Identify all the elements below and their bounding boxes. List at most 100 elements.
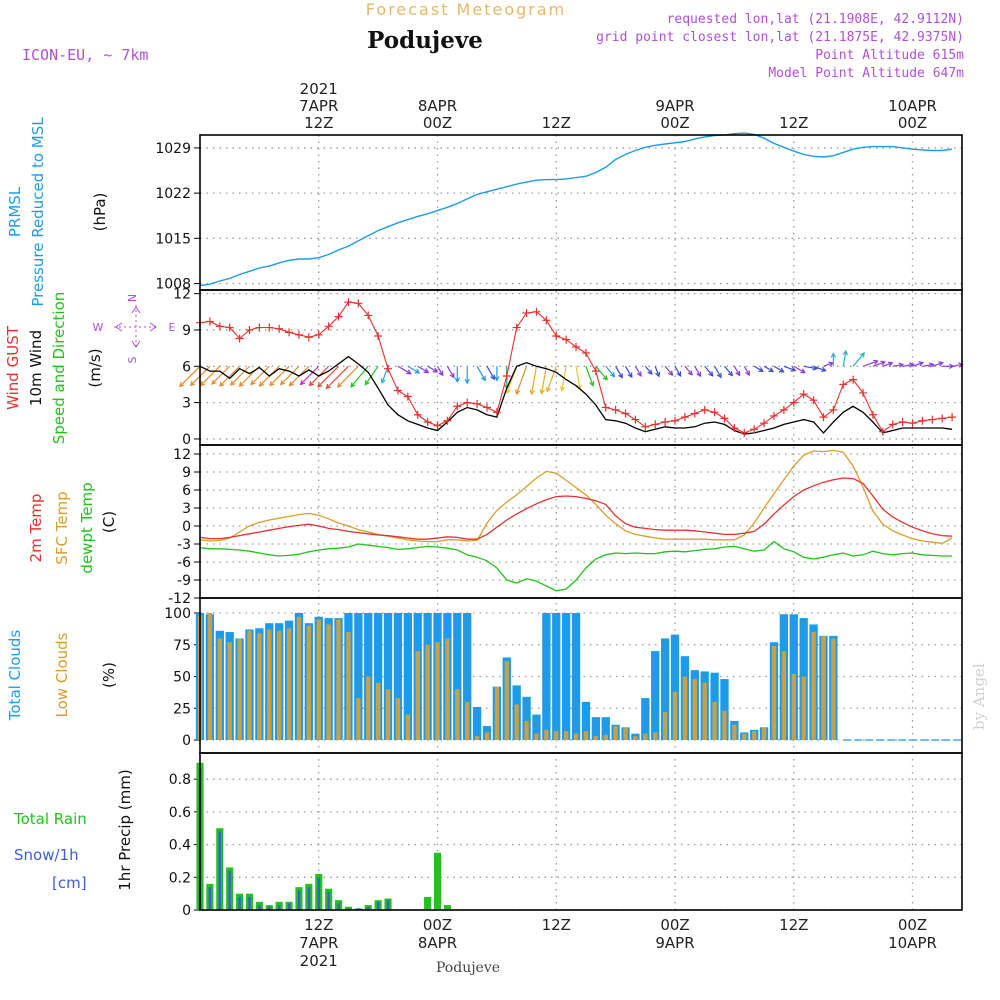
wind-arrow-head: [727, 371, 734, 377]
wind-arrow-shaft: [674, 365, 682, 377]
point-altitude: Point Altitude 615m: [815, 48, 964, 63]
low-cloud-bar: [455, 689, 460, 740]
rain-bar: [433, 852, 442, 910]
wind-arrow-shaft: [476, 365, 486, 381]
low-cloud-bar: [771, 646, 777, 740]
y-tick-label: 1008: [155, 277, 191, 293]
wind-arrow-head: [414, 368, 421, 374]
total-cloud-bar: [463, 613, 472, 740]
wind-arrow: [615, 365, 623, 379]
wind-arrow-head: [918, 361, 925, 367]
low-cloud-bar: [346, 632, 351, 740]
y-tick-label: 9: [182, 323, 191, 339]
wind-arrow-head: [380, 378, 386, 384]
low-cloud-bar: [247, 630, 252, 740]
wind-arrow: [199, 365, 221, 387]
low-cloud-bar: [742, 733, 747, 740]
wind-arrow-shaft: [852, 352, 865, 367]
wind-arrow-head: [687, 370, 693, 376]
snow-bar: [327, 892, 330, 910]
wind-arrow: [545, 366, 557, 393]
gust-marker: [680, 413, 689, 422]
gust-marker: [809, 396, 818, 405]
gust-marker: [205, 317, 214, 326]
total-cloud-bar: [542, 613, 551, 740]
gust-marker: [245, 325, 254, 334]
wind-arrow-shaft: [773, 365, 784, 373]
wind-arrow-shaft: [644, 365, 653, 375]
gust-marker: [275, 324, 284, 333]
cloud-label-low: Low Clouds: [53, 632, 71, 717]
wind-arrow-shaft: [595, 365, 608, 381]
wind-arrow: [529, 366, 538, 396]
total-cloud-bar: [720, 679, 729, 740]
total-cloud-bar: [561, 613, 571, 740]
wind-arrow: [704, 365, 714, 377]
wind-arrow-head: [842, 349, 848, 356]
gust-marker: [542, 316, 551, 325]
y-tick-label: 6: [182, 483, 191, 499]
gust-marker: [750, 425, 759, 434]
wind-arrow: [862, 359, 879, 367]
wind-arrow: [674, 365, 682, 377]
wind-arrow: [932, 361, 944, 367]
wind-arrow-shaft: [763, 365, 774, 372]
snow-bar: [357, 908, 360, 910]
gust-marker: [334, 312, 343, 321]
bottom-time-label: 12Z: [304, 916, 333, 934]
panel-frame: [199, 444, 963, 599]
snow-bar: [317, 877, 320, 910]
wind-arrow: [753, 365, 764, 372]
low-cloud-bar: [326, 624, 331, 740]
snow-bar: [337, 903, 340, 910]
gust-marker: [364, 311, 373, 320]
gust-marker: [562, 335, 571, 344]
wind-arrow-head: [545, 386, 551, 393]
wind-arrow-head: [219, 381, 225, 387]
total-cloud-bar: [651, 651, 660, 740]
total-cloud-bar: [453, 613, 462, 740]
low-cloud-bar: [811, 632, 816, 740]
y-tick-label: 0: [182, 733, 191, 749]
wind-arrow-shaft: [753, 365, 764, 372]
wind-arrow: [842, 349, 848, 367]
total-cloud-bar: [641, 698, 650, 740]
low-cloud-bar: [425, 644, 430, 740]
wind-arrow-shaft: [932, 361, 943, 367]
y-tick-label: -12: [168, 591, 191, 607]
wind-arrow-shaft: [280, 365, 300, 385]
bottom-time-label: 8APR: [418, 934, 457, 952]
location-title: Podujeve: [367, 27, 483, 54]
y-tick-label: -9: [177, 573, 191, 589]
low-cloud-bar: [435, 642, 440, 740]
wind-arrow: [417, 365, 430, 373]
gust-marker: [710, 408, 719, 417]
gust-marker: [631, 415, 640, 424]
wind-arrow-head: [768, 367, 775, 373]
gust-marker: [878, 427, 887, 436]
low-cloud-bar: [613, 726, 618, 740]
pressure-line: [199, 132, 953, 287]
wind-arrow-head: [708, 371, 714, 377]
wind-arrow-shaft: [634, 365, 642, 377]
compass-letter: E: [169, 321, 176, 334]
top-time-label: 00Z: [898, 114, 927, 132]
gust-marker: [413, 410, 422, 419]
total-cloud-bar: [581, 701, 591, 740]
wind-arrow-shaft: [733, 365, 741, 376]
low-cloud-bar: [643, 733, 648, 740]
gust-marker: [819, 413, 828, 422]
y-tick-label: 1029: [155, 141, 191, 157]
low-cloud-bar: [623, 727, 628, 740]
wind-arrow: [364, 365, 379, 386]
gust-marker: [265, 323, 274, 332]
wind-arrow-shaft: [714, 365, 722, 378]
wind-arrow-shaft: [317, 365, 339, 388]
wind-arrow-head: [229, 380, 236, 386]
y-tick-label: 0.2: [169, 870, 191, 886]
wind-arrow-shaft: [546, 366, 557, 392]
gust-marker: [611, 405, 620, 414]
wind-arrow: [397, 365, 412, 375]
low-cloud-bar: [474, 736, 480, 740]
gust-marker: [898, 417, 907, 426]
